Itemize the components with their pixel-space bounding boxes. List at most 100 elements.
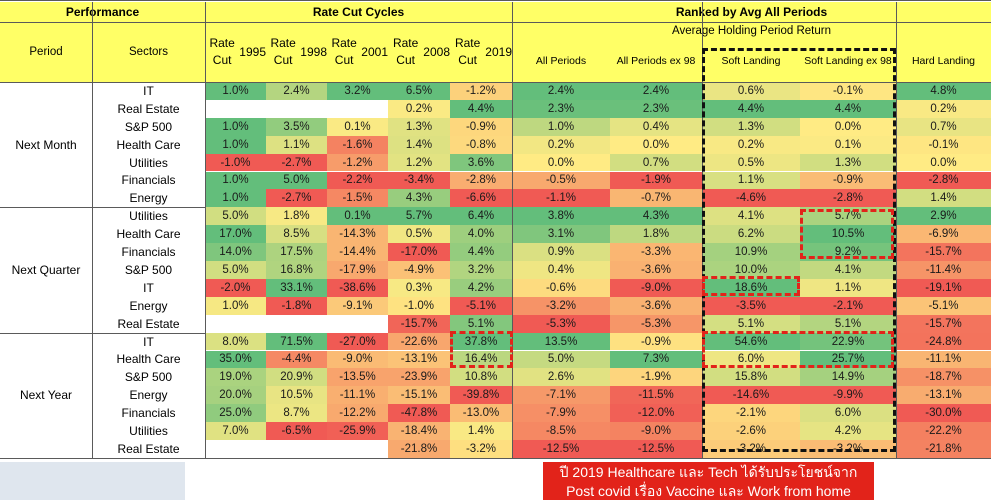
table-cell: 71.5% <box>266 332 327 351</box>
sector-label: Utilities <box>129 155 168 170</box>
col-header-soft-landing: Soft Landing <box>702 40 800 82</box>
table-cell: 0.2% <box>388 99 450 118</box>
table-cell: 4.2% <box>450 278 512 297</box>
table-cell: -12.2% <box>327 404 388 423</box>
table-cell: 18.6% <box>702 278 800 297</box>
table-cell: 19.0% <box>205 368 266 387</box>
sector-label: Energy <box>129 191 168 206</box>
table-cell: 3.8% <box>512 207 610 226</box>
table-cell: 6.0% <box>702 350 800 369</box>
table-cell: 0.2% <box>896 99 991 118</box>
table-cell: 8.7% <box>266 404 327 423</box>
table-cell: 1.0% <box>205 117 266 136</box>
table-cell: 37.8% <box>450 332 512 351</box>
table-cell: -13.5% <box>327 368 388 387</box>
table-cell: -0.5% <box>512 171 610 190</box>
table-cell: -15.7% <box>896 243 991 261</box>
year-soft-highlight <box>702 331 894 368</box>
table-cell: -13.1% <box>896 386 991 405</box>
table-cell: 0.7% <box>610 153 702 172</box>
period-header: Period <box>0 22 92 82</box>
row-divider <box>0 22 991 23</box>
table-cell: -4.4% <box>266 350 327 369</box>
table-cell: -0.1% <box>800 82 896 100</box>
table-cell: 0.0% <box>800 117 896 136</box>
avg-holding-header: Average Holding Period Return <box>512 22 991 40</box>
table-cell: 4.1% <box>800 261 896 279</box>
table-cell: 2.3% <box>610 99 702 118</box>
col-header-rate-cut-2001: Rate Cut 2001 <box>327 22 388 82</box>
table-cell: 0.6% <box>702 82 800 100</box>
table-cell: 0.0% <box>512 153 610 172</box>
table-cell: 4.1% <box>702 207 800 226</box>
sector-label: Financials <box>121 245 176 260</box>
note-line-1: ปี 2019 Healthcare และ Tech ได้รับประโยช… <box>543 462 874 484</box>
sector-label: Financials <box>121 406 176 421</box>
table-cell: -11.1% <box>327 386 388 405</box>
table-cell: 5.1% <box>800 314 896 333</box>
table-cell: 25.0% <box>205 404 266 423</box>
table-cell: -5.1% <box>450 296 512 315</box>
sector-label: S&P 500 <box>124 370 173 385</box>
table-cell: 0.9% <box>512 243 610 261</box>
table-cell: 1.3% <box>702 117 800 136</box>
table-cell: 1.1% <box>266 135 327 154</box>
table-cell: 13.5% <box>512 332 610 351</box>
table-cell: 5.0% <box>205 261 266 279</box>
table-cell: 3.2% <box>450 261 512 279</box>
table-cell: 3.2% <box>327 82 388 100</box>
period-label: Next Quarter <box>11 262 81 277</box>
table-cell <box>205 99 266 118</box>
sector-label: IT <box>143 83 154 98</box>
table-cell: 0.1% <box>800 135 896 154</box>
table-cell: -27.0% <box>327 332 388 351</box>
table-cell: 8.5% <box>266 225 327 244</box>
table-cell: -18.7% <box>896 368 991 387</box>
table-cell: 5.7% <box>388 207 450 226</box>
table-cell: -12.5% <box>610 440 702 458</box>
table-cell: -21.8% <box>388 440 450 458</box>
table-cell: -2.1% <box>702 404 800 423</box>
table-cell: -0.9% <box>800 171 896 190</box>
table-cell: 1.0% <box>205 135 266 154</box>
table-cell: -21.8% <box>896 440 991 458</box>
table-cell: 3.5% <box>266 117 327 136</box>
table-cell: 17.5% <box>266 243 327 261</box>
sector-label: Health Care <box>116 137 181 152</box>
column-divider <box>92 2 93 458</box>
col-header-all-periods: All Periods <box>512 40 610 82</box>
table-cell: -7.1% <box>512 386 610 405</box>
table-cell: -2.8% <box>450 171 512 190</box>
table-cell: 1.0% <box>205 171 266 190</box>
table-cell: 2.4% <box>610 82 702 100</box>
table-cell: 5.1% <box>702 314 800 333</box>
table-cell <box>205 440 266 458</box>
sector-label: Financials <box>121 173 176 188</box>
table-cell: 1.1% <box>800 278 896 297</box>
table-cell: -39.8% <box>450 386 512 405</box>
table-cell <box>327 314 388 333</box>
sector-label: Real Estate <box>117 316 180 331</box>
table-cell: -15.7% <box>896 314 991 333</box>
table-cell: -19.1% <box>896 278 991 297</box>
table-cell: 1.8% <box>610 225 702 244</box>
table-cell: -22.6% <box>388 332 450 351</box>
table-cell: -2.2% <box>327 171 388 190</box>
table-cell: 14.9% <box>800 368 896 387</box>
table-cell: 0.2% <box>512 135 610 154</box>
table-cell: -9.9% <box>800 386 896 405</box>
table-cell: -1.2% <box>327 153 388 172</box>
table-cell: 20.9% <box>266 368 327 387</box>
table-cell: 1.0% <box>205 82 266 100</box>
table-cell: -17.9% <box>327 261 388 279</box>
table-cell: 16.4% <box>450 350 512 369</box>
table-cell: 22.9% <box>800 332 896 351</box>
table-cell: -3.2% <box>512 296 610 315</box>
table-cell: -15.7% <box>388 314 450 333</box>
table-cell: -2.0% <box>205 278 266 297</box>
table-cell: -1.8% <box>266 296 327 315</box>
table-cell: -6.9% <box>896 225 991 244</box>
table-cell: 33.1% <box>266 278 327 297</box>
period-label: Next Month <box>15 137 77 152</box>
table-cell: -24.8% <box>896 332 991 351</box>
